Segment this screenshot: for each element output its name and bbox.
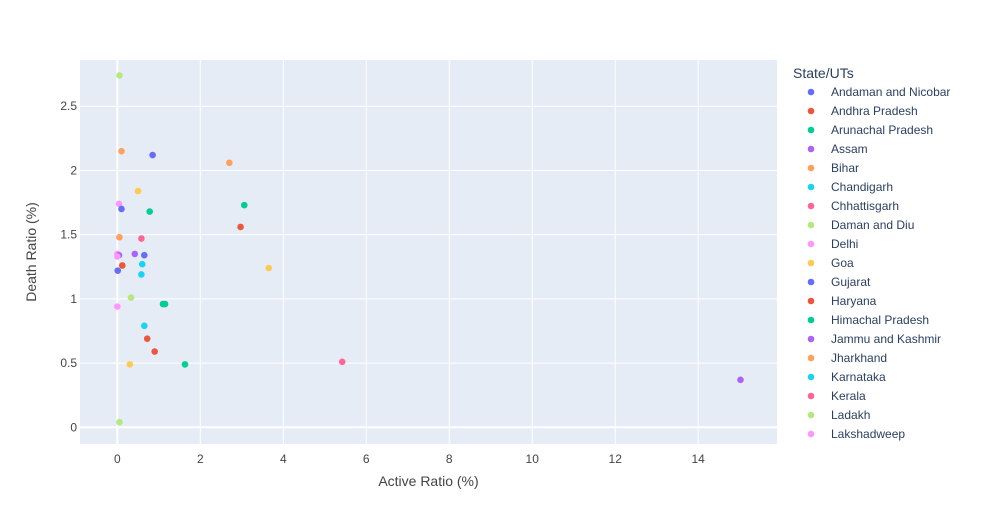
- legend-entry: Chandigarh: [831, 180, 893, 194]
- y-tick-label: 0: [70, 420, 77, 434]
- y-tick-label: 1.5: [60, 228, 77, 242]
- legend-entry: Goa: [831, 256, 854, 270]
- scatter-point: [141, 251, 148, 259]
- scatter-point: [737, 376, 744, 384]
- legend-marker: [807, 278, 815, 286]
- scatter-point: [126, 361, 134, 368]
- legend-entry: Andaman and Nicobar: [831, 85, 950, 99]
- scatter-point: [141, 322, 148, 330]
- legend-marker: [807, 202, 815, 210]
- scatter-point: [131, 250, 139, 258]
- legend-marker: [807, 335, 815, 343]
- legend-marker: [807, 373, 815, 381]
- legend-title: State/UTs: [793, 65, 854, 81]
- legend-marker: [807, 430, 815, 438]
- scatter-point: [127, 294, 135, 301]
- scatter-point: [237, 223, 244, 231]
- scatter-point: [146, 208, 153, 215]
- legend-marker: [807, 88, 815, 96]
- legend-entry: Jharkhand: [831, 351, 887, 365]
- x-tick-label: 4: [280, 452, 287, 466]
- y-tick-label: 2.5: [60, 99, 77, 113]
- legend-marker: [807, 183, 815, 191]
- x-axis-title: Active Ratio (%): [378, 473, 478, 489]
- legend-marker: [807, 354, 815, 362]
- scatter-point: [118, 205, 125, 213]
- legend-marker: [807, 411, 815, 419]
- scatter-point: [116, 418, 123, 426]
- scatter-point: [338, 358, 346, 366]
- legend-entry: Delhi: [831, 237, 858, 251]
- x-tick-label: 10: [526, 452, 540, 466]
- legend-entry: Daman and Diu: [831, 218, 914, 232]
- legend-marker: [807, 221, 815, 229]
- legend-marker: [807, 316, 815, 324]
- scatter-point: [114, 303, 121, 310]
- x-tick-label: 8: [446, 452, 453, 466]
- scatter-point: [116, 233, 123, 241]
- scatter-point: [240, 201, 248, 209]
- x-axis-ticks: 0 2 4 6 8 10 12 14: [114, 452, 705, 466]
- scatter-point: [265, 264, 273, 272]
- x-tick-label: 6: [363, 452, 370, 466]
- legend: Andaman and Nicobar Andhra Pradesh Arunach…: [807, 85, 950, 441]
- legend-marker: [807, 259, 815, 267]
- legend-entry: Andhra Pradesh: [831, 104, 918, 118]
- scatter-point: [159, 300, 167, 308]
- legend-marker: [807, 145, 815, 153]
- y-axis-title: Death Ratio (%): [23, 202, 39, 302]
- legend-entry: Haryana: [831, 294, 877, 308]
- scatter-point: [138, 271, 145, 278]
- legend-marker: [807, 297, 815, 305]
- legend-entry: Jammu and Kashmir: [831, 332, 941, 346]
- plot-area: [80, 60, 777, 444]
- x-tick-label: 2: [197, 452, 204, 466]
- scatter-point: [138, 260, 146, 268]
- x-tick-label: 0: [114, 452, 121, 466]
- scatter-point: [114, 267, 122, 274]
- scatter-point: [134, 187, 142, 195]
- legend-marker: [807, 107, 815, 115]
- scatter-point: [116, 72, 123, 79]
- data-points: [114, 72, 744, 426]
- legend-entry: Chhattisgarh: [831, 199, 899, 213]
- legend-entry: Gujarat: [831, 275, 871, 289]
- scatter-point: [138, 235, 145, 242]
- grid-lines: [80, 60, 777, 444]
- legend-marker: [807, 164, 815, 172]
- y-tick-label: 0.5: [60, 356, 77, 370]
- x-tick-label: 14: [691, 452, 705, 466]
- scatter-point: [118, 147, 125, 155]
- y-tick-label: 2: [70, 163, 77, 177]
- scatter-point: [181, 361, 189, 368]
- y-tick-label: 1: [70, 292, 77, 306]
- scatter-point: [114, 253, 121, 260]
- scatter-point: [226, 159, 233, 167]
- legend-entry: Ladakh: [831, 408, 870, 422]
- legend-marker: [807, 240, 815, 248]
- x-tick-label: 12: [609, 452, 623, 466]
- legend-entry: Karnataka: [831, 370, 886, 384]
- legend-marker: [807, 126, 815, 134]
- legend-entry: Kerala: [831, 389, 866, 403]
- legend-entry: Assam: [831, 142, 868, 156]
- legend-entry: Himachal Pradesh: [831, 313, 929, 327]
- legend-entry: Bihar: [831, 161, 859, 175]
- scatter-point: [143, 335, 151, 342]
- y-axis-ticks: 0 0.5 1 1.5 2 2.5: [60, 99, 77, 434]
- scatter-point: [115, 200, 123, 208]
- legend-entry: Arunachal Pradesh: [831, 123, 933, 137]
- scatter-point: [149, 151, 156, 159]
- scatter-point: [119, 262, 126, 269]
- legend-entry: Lakshadweep: [831, 427, 905, 441]
- scatter-point: [151, 348, 158, 355]
- legend-marker: [807, 392, 815, 400]
